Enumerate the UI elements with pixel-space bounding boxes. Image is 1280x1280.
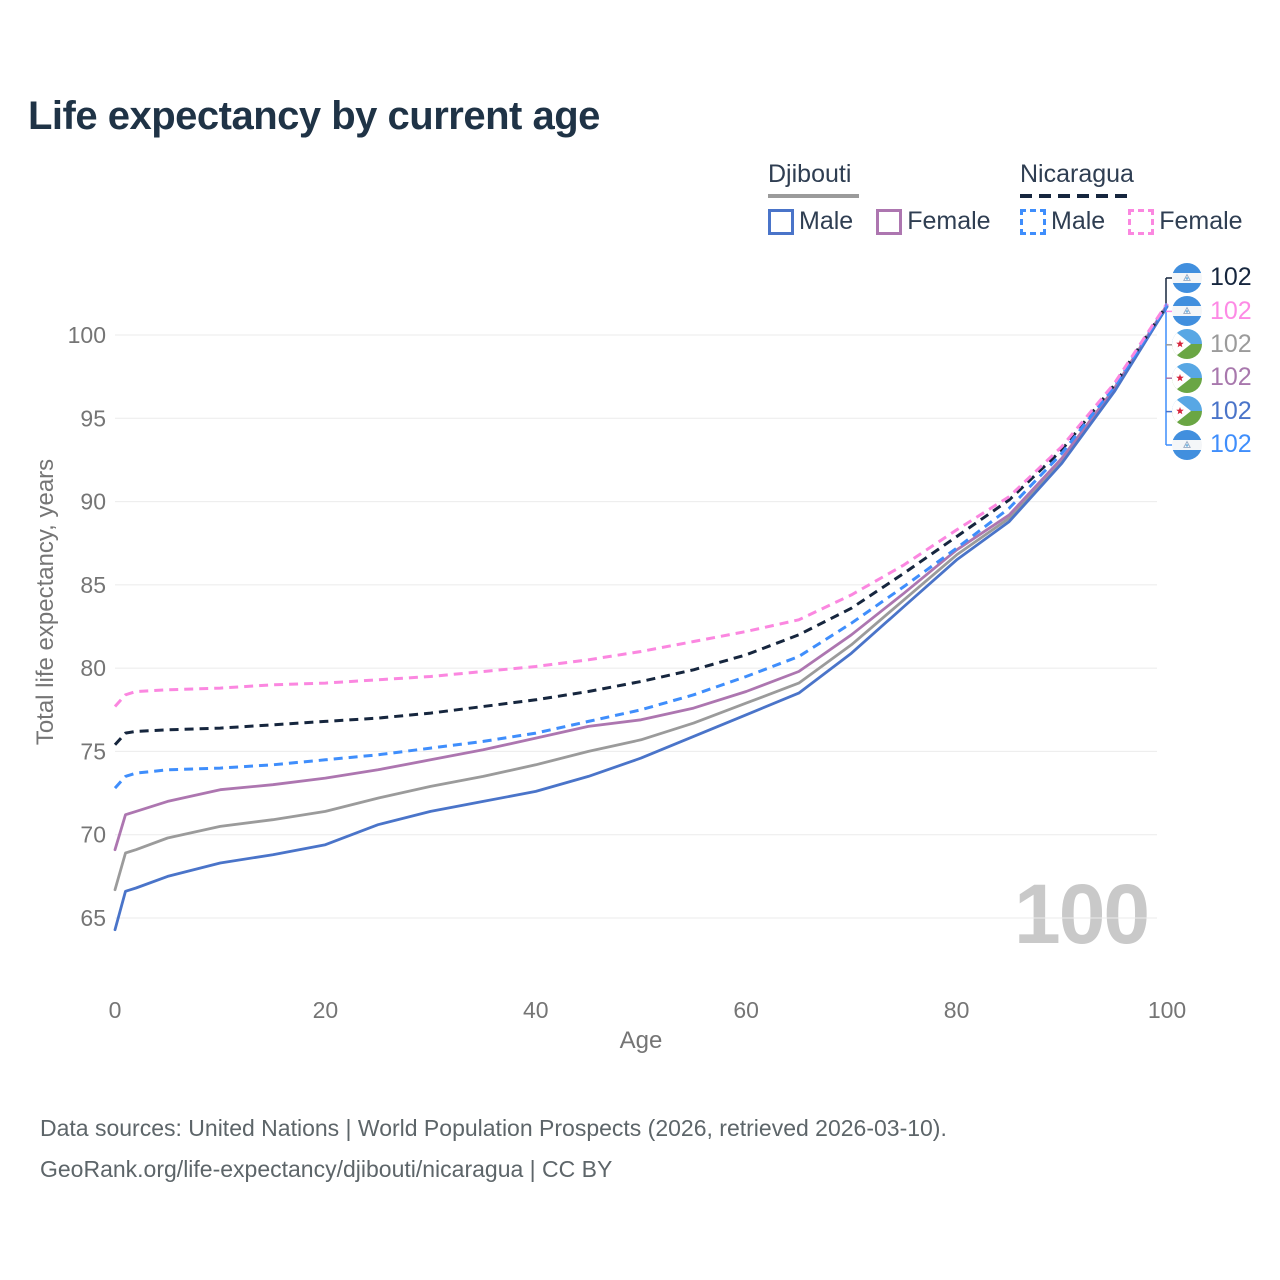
end-label-djibouti-both[interactable]: 102 (1172, 328, 1252, 361)
series-line-djibouti-male[interactable] (113, 305, 1169, 932)
legend-swatch-djibouti-female[interactable] (876, 208, 903, 235)
legend-item-label: Female (907, 207, 991, 235)
legend-item-label: Male (799, 207, 854, 235)
legend-item-djibouti-female[interactable]: Female (876, 207, 991, 236)
x-tick-label: 0 (109, 997, 122, 1023)
footer-data-sources: Data sources: United Nations | World Pop… (40, 1115, 947, 1141)
end-label-value: 102 (1210, 396, 1252, 425)
series-line-nicaragua-both-sexes[interactable] (113, 304, 1169, 746)
end-label-nicaragua-female[interactable]: 102 (1172, 294, 1252, 327)
djibouti-flag-icon (1172, 362, 1202, 393)
end-label-djibouti-female[interactable]: 102 (1172, 361, 1252, 394)
nicaragua-flag-icon (1172, 429, 1202, 460)
end-labels: 102 102 102 102 102 (1172, 261, 1252, 461)
x-tick-label: 100 (1148, 997, 1186, 1023)
y-axis-title: Total life expectancy, years (32, 458, 59, 746)
legend-item-label: Male (1051, 207, 1106, 235)
end-label-value: 102 (1210, 363, 1252, 392)
x-tick-label: 40 (523, 997, 549, 1023)
end-label-value: 102 (1210, 329, 1252, 358)
y-tick-label: 100 (68, 322, 106, 348)
y-tick-label: 70 (80, 822, 106, 848)
legend-item-label: Female (1159, 207, 1243, 235)
y-tick-label: 85 (80, 572, 106, 598)
legend-swatch-djibouti-male[interactable] (768, 208, 794, 235)
y-tick-label: 80 (80, 655, 106, 681)
legend-item-nicaragua-female[interactable]: Female (1128, 207, 1243, 236)
legend-swatch-nicaragua-male[interactable] (1020, 208, 1046, 235)
x-tick-label: 80 (944, 997, 970, 1023)
y-tick-label: 95 (80, 405, 106, 431)
y-tick-label: 75 (80, 738, 106, 764)
series-line-nicaragua-female[interactable] (113, 302, 1169, 708)
x-tick-label: 60 (733, 997, 759, 1023)
series-line-nicaragua-male[interactable] (113, 304, 1169, 790)
legend-group-djibouti: Djibouti Male Female (768, 160, 991, 236)
end-label-value: 102 (1210, 430, 1252, 459)
footer-attribution: GeoRank.org/life-expectancy/djibouti/nic… (40, 1156, 613, 1182)
series-line-djibouti-female[interactable] (113, 303, 1169, 852)
end-label-nicaragua-both[interactable]: 102 (1172, 261, 1252, 294)
djibouti-flag-icon (1172, 396, 1202, 427)
hover-age-watermark: 100 (1014, 867, 1150, 961)
page-title: Life expectancy by current age (28, 94, 600, 138)
nicaragua-flag-icon (1172, 296, 1202, 327)
legend-item-nicaragua-male[interactable]: Male (1020, 207, 1105, 236)
end-label-value: 102 (1210, 296, 1252, 325)
y-tick-label: 90 (80, 489, 106, 515)
x-tick-label: 20 (313, 997, 339, 1023)
x-axis-title: Age (619, 1027, 663, 1054)
legend-line-style-dashed (1020, 194, 1127, 198)
series-line-djibouti-both-sexes[interactable] (113, 305, 1169, 892)
legend-group-title-nicaragua[interactable]: Nicaragua (1020, 160, 1134, 188)
legend-group-title-djibouti[interactable]: Djibouti (768, 160, 852, 188)
legend-swatch-nicaragua-female[interactable] (1128, 208, 1155, 235)
legend-item-djibouti-male[interactable]: Male (768, 207, 853, 236)
legend-group-nicaragua: Nicaragua Male Female (1020, 160, 1243, 236)
end-label-value: 102 (1210, 263, 1252, 292)
legend-line-style-solid (768, 194, 859, 198)
end-label-djibouti-male[interactable]: 102 (1172, 395, 1252, 428)
nicaragua-flag-icon (1172, 262, 1202, 293)
y-tick-label: 65 (80, 905, 106, 931)
djibouti-flag-icon (1172, 329, 1202, 360)
end-label-nicaragua-male[interactable]: 102 (1172, 428, 1252, 461)
footer: Data sources: United Nations | World Pop… (40, 1108, 947, 1190)
